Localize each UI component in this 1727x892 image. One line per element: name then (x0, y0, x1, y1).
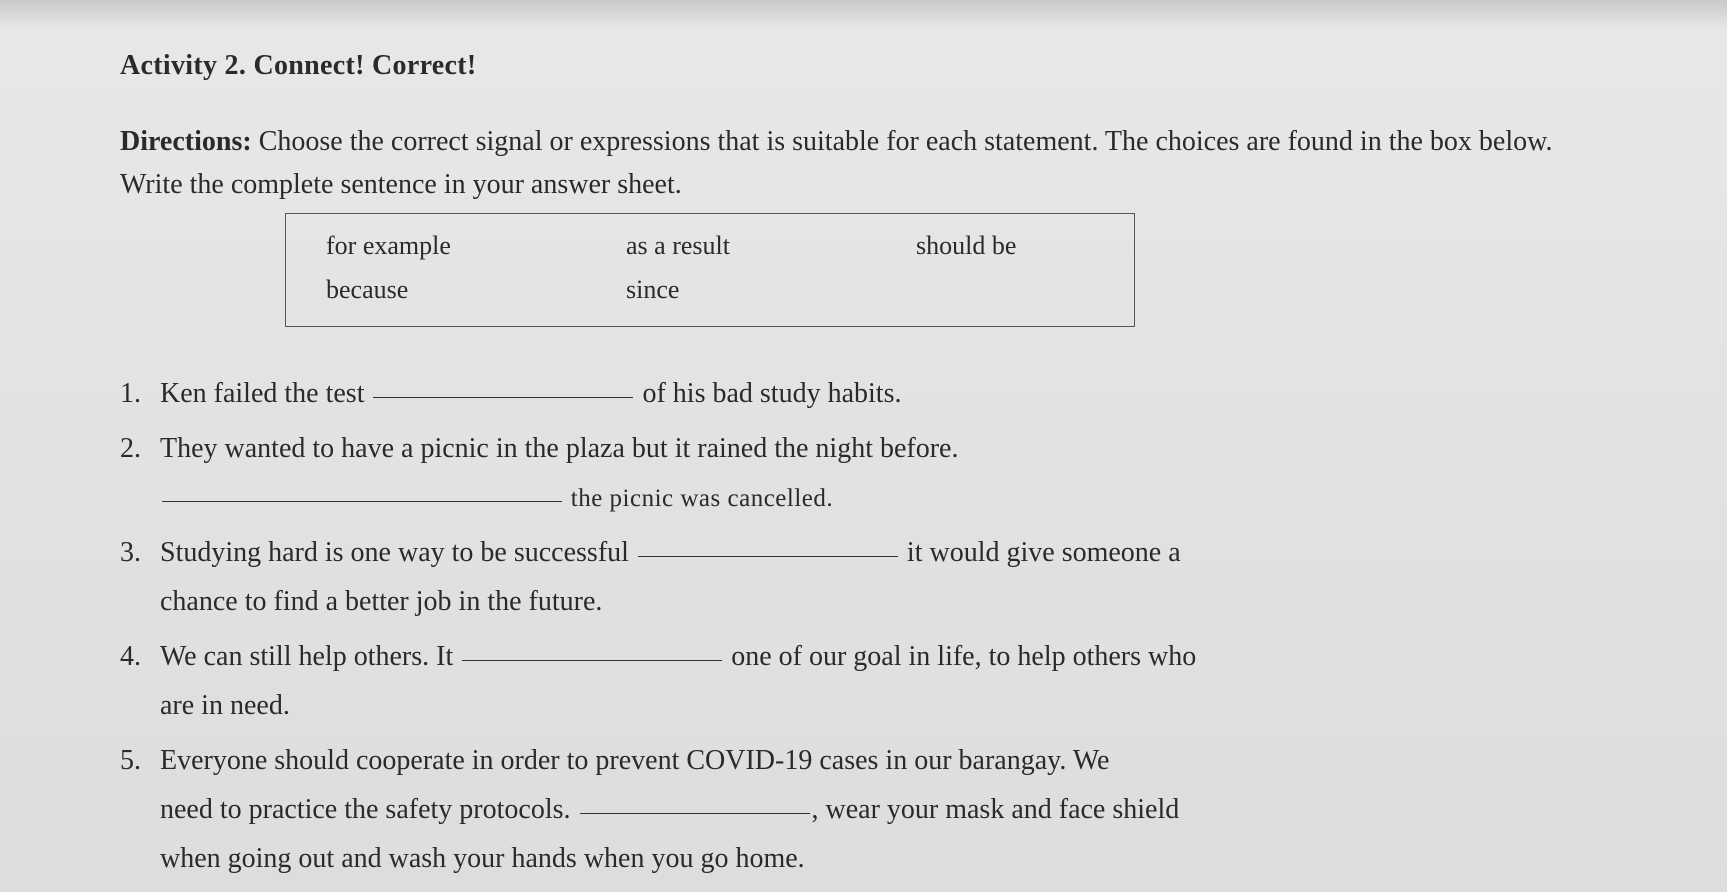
q5-post2: , wear your mask and face shield (812, 794, 1180, 825)
q5-number: 5. (120, 736, 160, 883)
q5-blank (580, 813, 810, 814)
worksheet-page: Activity 2. Connect! Correct! Directions… (0, 0, 1727, 892)
q2-number: 2. (120, 424, 160, 522)
q4-pre: We can still help others. It (160, 641, 460, 672)
q3-line1: Studying hard is one way to be successfu… (160, 528, 1607, 577)
q3-body: Studying hard is one way to be successfu… (160, 528, 1607, 626)
q3-post: it would give someone a (900, 537, 1181, 568)
directions-label: Directions: (120, 126, 252, 157)
q4-line2: are in need. (160, 681, 1607, 730)
q4-post: one of our goal in life, to help others … (724, 641, 1196, 672)
q2-line1: They wanted to have a picnic in the plaz… (160, 424, 1607, 473)
q2-body: They wanted to have a picnic in the plaz… (160, 424, 1607, 522)
q5-line2: need to practice the safety protocols. ,… (160, 785, 1607, 834)
q1-pre: Ken failed the test (160, 378, 371, 409)
q4-body: We can still help others. It one of our … (160, 632, 1607, 730)
q3-blank (638, 556, 898, 557)
q2-line2: the picnic was cancelled. (160, 473, 1607, 522)
q3-number: 3. (120, 528, 160, 626)
choice-box-wrap: for example as a result should be becaus… (285, 213, 1607, 327)
q4-blank (462, 660, 722, 661)
directions-block: Directions: Choose the correct signal or… (120, 120, 1607, 207)
choice-should-be: should be (916, 224, 1094, 268)
q1-post: of his bad study habits. (635, 378, 901, 409)
choice-as-a-result: as a result (626, 224, 916, 268)
question-3: 3. Studying hard is one way to be succes… (120, 528, 1607, 626)
q2-cursive: the picnic was cancelled. (564, 485, 833, 512)
question-list: 1. Ken failed the test of his bad study … (120, 369, 1607, 883)
choice-row-2: because since (326, 268, 1094, 312)
q3-line2: chance to find a better job in the futur… (160, 577, 1607, 626)
q2-blank (162, 501, 562, 502)
q4-number: 4. (120, 632, 160, 730)
q1-number: 1. (120, 369, 160, 418)
question-5: 5. Everyone should cooperate in order to… (120, 736, 1607, 883)
q3-pre: Studying hard is one way to be successfu… (160, 537, 636, 568)
choice-because: because (326, 268, 626, 312)
question-1: 1. Ken failed the test of his bad study … (120, 369, 1607, 418)
activity-title: Activity 2. Connect! Correct! (120, 50, 1607, 82)
choice-since: since (626, 268, 916, 312)
q5-body: Everyone should cooperate in order to pr… (160, 736, 1607, 883)
choice-row-1: for example as a result should be (326, 224, 1094, 268)
choice-box: for example as a result should be becaus… (285, 213, 1135, 327)
q5-line1: Everyone should cooperate in order to pr… (160, 736, 1607, 785)
q5-pre2: need to practice the safety protocols. (160, 794, 578, 825)
directions-text: Choose the correct signal or expressions… (120, 126, 1553, 200)
choice-empty (916, 268, 1094, 312)
question-2: 2. They wanted to have a picnic in the p… (120, 424, 1607, 522)
q4-line1: We can still help others. It one of our … (160, 632, 1607, 681)
q1-body: Ken failed the test of his bad study hab… (160, 369, 1607, 418)
choice-for-example: for example (326, 224, 626, 268)
q5-line3: when going out and wash your hands when … (160, 834, 1607, 883)
question-4: 4. We can still help others. It one of o… (120, 632, 1607, 730)
q1-blank (373, 397, 633, 398)
